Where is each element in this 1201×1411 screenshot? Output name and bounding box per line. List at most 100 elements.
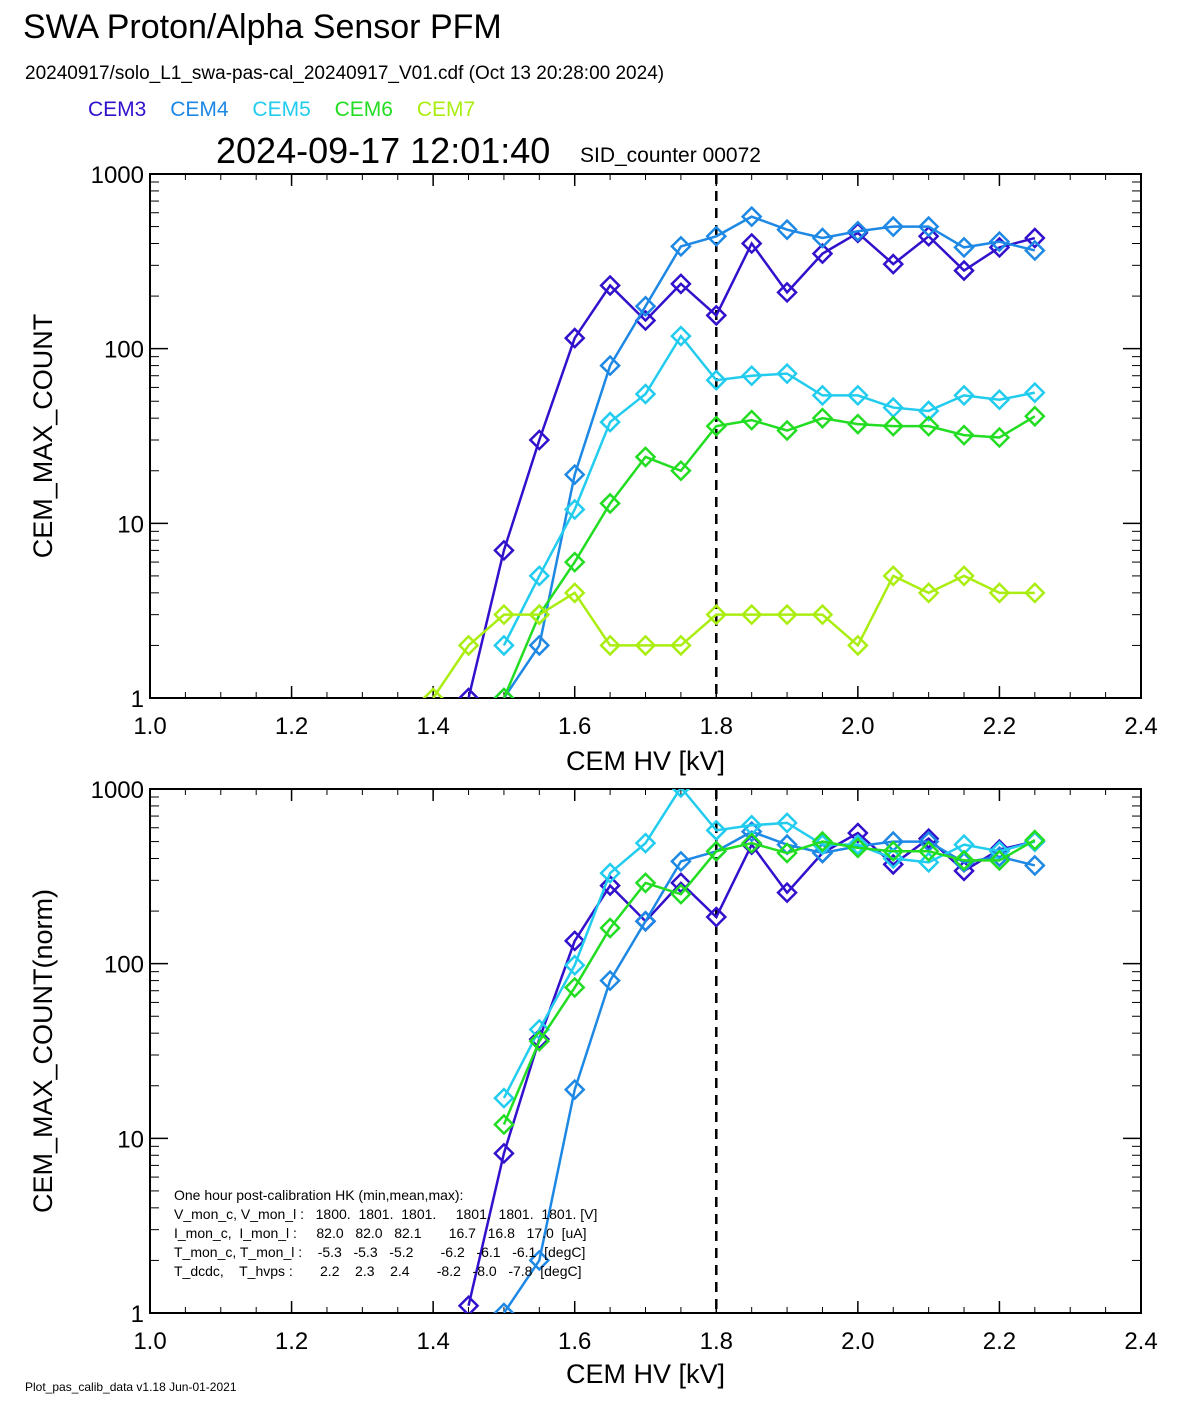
hk-text-line5: T_dcdc, T_hvps : 2.2 2.3 2.4 -8.2 -8.0 -… [174,1263,582,1279]
data-point-cem3 [670,872,692,894]
data-point-cem6 [882,840,905,863]
data-point-cem4 [1024,854,1046,877]
x-tick-label: 2.0 [841,1328,874,1355]
y-tick-label: 10 [117,1126,144,1153]
data-point-cem4 [563,1078,586,1101]
data-point-cem3 [493,539,515,562]
data-point-cem5 [634,383,657,405]
x-axis-label: CEM HV [kV] [566,746,725,776]
data-point-cem4 [670,235,692,258]
data-point-cem4 [599,354,621,377]
data-point-cem4 [740,205,763,228]
data-point-cem6 [917,840,940,863]
data-point-cem6 [988,426,1011,449]
data-point-cem4 [811,842,834,864]
series-line-cem4 [502,830,1036,1313]
data-point-cem4 [563,463,586,486]
data-point-cem6 [740,832,763,854]
data-point-cem6 [670,459,692,482]
data-point-cem3 [917,225,940,248]
data-point-cem5 [599,411,621,433]
data-point-cem4 [847,220,869,243]
data-point-cem3 [776,281,798,304]
data-point-cem5 [528,1018,551,1041]
data-point-cem6 [776,842,798,864]
x-tick-label: 1.0 [133,1328,166,1355]
data-point-cem7 [528,603,551,626]
data-point-cem7 [988,582,1011,604]
hk-text-line1: One hour post-calibration HK (min,mean,m… [174,1187,463,1203]
data-point-cem5 [953,833,975,856]
data-point-cem5 [493,1087,515,1109]
data-point-cem3 [599,874,621,897]
x-axis-label: CEM HV [kV] [566,1359,725,1389]
data-point-cem6 [563,551,586,573]
data-point-cem4 [776,218,798,241]
data-point-cem5 [705,819,728,842]
data-point-cem7 [740,603,763,626]
data-point-cem3 [563,327,586,349]
data-point-cem5 [988,388,1011,411]
x-tick-label: 2.4 [1124,1328,1157,1355]
y-tick-label: 1 [131,686,144,713]
data-point-cem7 [670,634,692,657]
y-tick-label: 10 [117,511,144,538]
data-point-cem6 [670,883,692,905]
data-point-cem6 [599,917,621,939]
data-point-cem6 [811,407,834,429]
y-axis-label: CEM_MAX_COUNT(norm) [28,889,58,1213]
series-line-cem6 [502,415,1036,698]
data-point-cem7 [847,634,869,657]
data-point-cem6 [811,830,834,853]
hk-text-line2: V_mon_c, V_mon_l : 1800. 1801. 1801. 180… [174,1206,597,1222]
data-point-cem7 [811,603,834,626]
data-layer [422,174,1046,698]
hk-text-line4: T_mon_c, T_mon_l : -5.3 -5.3 -5.2 -6.2 -… [174,1244,585,1260]
x-tick-label: 2.4 [1124,713,1157,740]
data-point-cem3 [1024,227,1046,249]
legend-entry-cem7: CEM7 [416,98,476,121]
data-point-cem5 [917,400,940,422]
data-point-cem3 [705,906,728,928]
hk-text-line3: I_mon_c, I_mon_l : 82.0 82.0 82.1 16.7 1… [174,1225,586,1241]
data-point-cem7 [1024,582,1046,604]
data-point-cem3 [917,827,940,850]
chart-title: SWA Proton/Alpha Sensor PFM [23,8,502,46]
data-point-cem3 [953,259,975,282]
y-tick-label: 1000 [91,777,144,804]
legend-entry-cem4: CEM4 [170,98,229,121]
data-point-cem7 [953,565,975,587]
data-point-cem5 [847,384,869,407]
data-point-cem6 [882,415,905,437]
data-point-cem4 [528,634,551,657]
y-tick-label: 1000 [91,162,144,189]
x-tick-label: 2.0 [841,713,874,740]
data-point-cem6 [917,415,940,437]
data-point-cem5 [563,498,586,521]
data-point-cem6 [953,849,975,872]
x-tick-label: 1.8 [700,713,733,740]
data-point-cem5 [811,384,834,407]
data-point-cem5 [847,833,869,856]
data-point-cem3 [457,1295,480,1313]
data-point-cem3 [740,232,763,255]
series-line-cem4 [502,215,1036,698]
data-point-cem6 [1024,405,1046,428]
data-point-cem6 [634,446,657,468]
data-point-cem3 [528,429,551,451]
file-subtitle: 20240917/solo_L1_swa-pas-cal_20240917_V0… [25,63,665,84]
data-point-cem4 [811,227,834,249]
data-point-cem4 [493,1302,515,1313]
data-point-cem7 [634,634,657,657]
data-point-cem3 [953,860,975,882]
data-point-cem4 [634,295,657,317]
timestamp: 2024-09-17 12:01:40 [216,130,551,171]
data-point-cem7 [917,582,940,604]
data-point-cem5 [776,362,798,385]
x-tick-label: 1.4 [416,713,449,740]
data-point-cem7 [705,603,728,626]
data-point-cem6 [563,976,586,999]
x-tick-label: 1.6 [558,1328,591,1355]
data-point-cem3 [776,881,798,904]
data-point-cem4 [1024,239,1046,262]
